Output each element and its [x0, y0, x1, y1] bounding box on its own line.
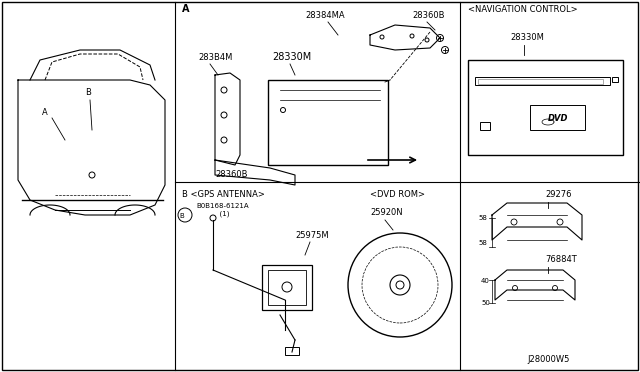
Text: <NAVIGATION CONTROL>: <NAVIGATION CONTROL> — [468, 5, 578, 14]
Bar — [468, 60, 623, 155]
Bar — [530, 105, 585, 130]
Text: 25920N: 25920N — [370, 208, 403, 217]
Text: 28360B: 28360B — [215, 170, 248, 179]
Text: DVD: DVD — [548, 114, 568, 123]
Text: 28384MA: 28384MA — [305, 11, 344, 20]
Text: B <GPS ANTENNA>: B <GPS ANTENNA> — [182, 190, 265, 199]
Text: B: B — [180, 213, 184, 219]
Text: B0B168-6121A
  (1): B0B168-6121A (1) — [196, 203, 248, 217]
Bar — [268, 80, 388, 165]
Text: 50: 50 — [481, 300, 490, 306]
Text: 29276: 29276 — [545, 190, 572, 199]
Text: 28360B: 28360B — [412, 11, 445, 20]
Bar — [285, 347, 299, 355]
Text: 283B4M: 283B4M — [198, 53, 232, 62]
Bar — [262, 265, 312, 310]
Bar — [478, 79, 603, 84]
Text: A: A — [182, 4, 189, 14]
Bar — [268, 270, 306, 305]
Text: 58: 58 — [478, 240, 487, 246]
Text: 28330M: 28330M — [510, 33, 544, 42]
Text: 28330M: 28330M — [272, 52, 311, 62]
Text: 40: 40 — [481, 278, 490, 284]
Bar — [480, 122, 490, 130]
Text: B: B — [85, 88, 91, 97]
Text: A: A — [42, 108, 48, 117]
Text: 25975M: 25975M — [295, 231, 328, 240]
Bar — [612, 77, 618, 82]
Text: <DVD ROM>: <DVD ROM> — [370, 190, 425, 199]
Text: 76884T: 76884T — [545, 255, 577, 264]
Bar — [475, 77, 610, 85]
Text: J28000W5: J28000W5 — [527, 355, 570, 364]
Text: 58: 58 — [478, 215, 487, 221]
